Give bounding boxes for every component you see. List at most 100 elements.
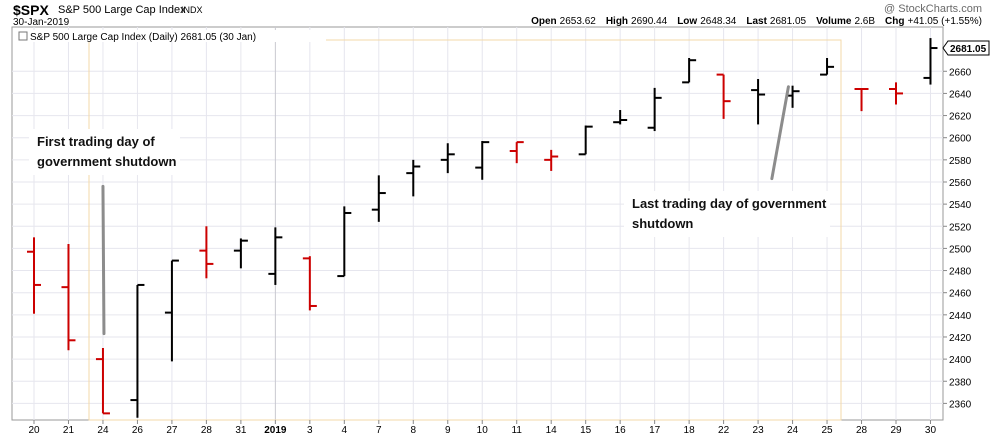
- ohlc-bar: [475, 141, 490, 180]
- x-tick-label: 11: [512, 425, 523, 436]
- stat-value: 2648.34: [700, 16, 737, 27]
- annotation-first-day-line1: First trading day of: [37, 134, 155, 149]
- x-tick-label: 31: [235, 425, 247, 436]
- ohlc-bar: [613, 110, 628, 125]
- ohlc-bar: [716, 73, 731, 119]
- y-tick-label: 2480: [949, 267, 972, 278]
- instrument-name: S&P 500 Large Cap Index: [58, 4, 186, 16]
- stat-value: 2681.05: [769, 16, 807, 27]
- ohlc-bar: [889, 82, 903, 105]
- stat-label: Chg: [885, 16, 905, 27]
- y-tick-label: 2540: [949, 200, 972, 211]
- x-tick-label: 25: [821, 425, 833, 436]
- ohlc-bar: [130, 283, 145, 418]
- stat-label: Open: [531, 16, 557, 27]
- x-tick-label: 8: [410, 425, 416, 436]
- x-tick-label: 20: [28, 425, 40, 436]
- x-tick-label: 17: [649, 425, 661, 436]
- y-tick-label: 2400: [949, 355, 972, 366]
- x-tick-label: 24: [787, 425, 799, 436]
- ohlc-bar: [302, 256, 317, 311]
- x-tick-label: 27: [166, 425, 178, 436]
- x-tick-label: 9: [445, 425, 451, 436]
- y-tick-label: 2580: [949, 156, 972, 167]
- x-tick-label: 2019: [264, 425, 287, 436]
- x-tick-label: 23: [753, 425, 765, 436]
- stat-value: 2653.62: [559, 16, 596, 27]
- y-tick-label: 2600: [949, 134, 972, 145]
- y-tick-label: 2640: [949, 89, 972, 100]
- ohlc-bar: [854, 87, 869, 112]
- stat-value: 2.6B: [854, 16, 876, 27]
- ohlc-bar: [337, 206, 352, 278]
- annotation-first-day-line2: government shutdown: [37, 154, 177, 169]
- ohlc-bar: [820, 57, 835, 76]
- annotation-last-day-line2: shutdown: [632, 216, 694, 231]
- brand-watermark: @ StockCharts.com: [884, 3, 982, 15]
- x-tick-label: 10: [477, 425, 489, 436]
- price-bars: [27, 38, 938, 418]
- ohlc-bar: [268, 227, 283, 285]
- ohlc-bar: [199, 226, 214, 279]
- x-tick-label: 4: [342, 425, 348, 436]
- legend-swatch: [18, 31, 28, 41]
- ohlc-bar: [544, 149, 559, 171]
- ohlc-bar: [578, 125, 593, 156]
- last-value-label: 2681.05: [950, 44, 987, 55]
- chart-legend: S&P 500 Large Cap Index (Daily) 2681.05 …: [30, 32, 256, 43]
- ohlc-bar: [647, 87, 662, 132]
- chart-date: 30-Jan-2019: [13, 17, 70, 28]
- annotation-first-day: First trading day of government shutdown: [29, 129, 181, 175]
- ohlc-bar: [233, 238, 248, 269]
- last-value-box: [942, 40, 990, 56]
- x-tick-label: 29: [890, 425, 902, 436]
- stat-label: Low: [677, 16, 698, 27]
- y-tick-label: 2460: [949, 289, 972, 300]
- x-tick-label: 28: [856, 425, 868, 436]
- y-tick-label: 2520: [949, 222, 972, 233]
- y-tick-label: 2360: [949, 399, 972, 410]
- x-tick-label: 7: [376, 425, 382, 436]
- y-tick-label: 2660: [949, 67, 972, 78]
- y-axis: 2360 2380 2400 2420 2440 2460 2480 2500 2520 2540…: [942, 40, 990, 410]
- stat-label: High: [605, 16, 629, 27]
- stat-label: Volume: [816, 16, 852, 27]
- x-tick-label: 14: [546, 425, 558, 436]
- ohlc-bar: [751, 79, 766, 125]
- ohlc-bar: [164, 259, 179, 362]
- stat-value: 2690.44: [631, 16, 668, 27]
- ohlc-bar: [61, 243, 76, 351]
- x-tick-label: 18: [684, 425, 696, 436]
- x-tick-label: 28: [201, 425, 213, 436]
- x-tick-label: 22: [718, 425, 730, 436]
- ohlc-bar: [406, 159, 421, 197]
- y-tick-label: 2620: [949, 112, 972, 123]
- x-tick-label: 16: [615, 425, 627, 436]
- price-stats: Open 2653.62 High 2690.44 Low 2648.34 Last 2681…: [531, 16, 982, 27]
- annotation-last-day: Last trading day of government shutdown: [624, 191, 831, 237]
- legend-bg: [16, 30, 326, 42]
- last-value-marker: 2681.05: [942, 40, 990, 56]
- stat-label: Last: [746, 16, 767, 27]
- ohlc-bar: [923, 38, 938, 85]
- y-tick-label: 2560: [949, 178, 972, 189]
- exchange-label: INDX: [181, 5, 203, 15]
- annotation-lines: [101, 85, 790, 336]
- x-tick-label: 21: [63, 425, 75, 436]
- ohlc-bar: [509, 141, 524, 164]
- x-tick-label: 15: [580, 425, 592, 436]
- ohlc-bar: [95, 348, 110, 415]
- x-axis: 20 21 24 26 27 28 31 2019 3 4 7 8 9 10 11 14 15 16 17 18 22 2…: [28, 420, 936, 436]
- x-tick-label: 26: [132, 425, 144, 436]
- x-tick-label: 3: [307, 425, 313, 436]
- x-tick-label: 30: [925, 425, 937, 436]
- annotation-last-day-line1: Last trading day of government: [632, 196, 827, 211]
- ohlc-bar: [371, 175, 386, 222]
- shutdown-period-frame: [88, 39, 842, 421]
- stat-value: +41.05 (+1.55%): [907, 16, 983, 27]
- ohlc-bar: [27, 237, 41, 314]
- y-tick-label: 2420: [949, 333, 972, 344]
- y-tick-label: 2440: [949, 311, 972, 322]
